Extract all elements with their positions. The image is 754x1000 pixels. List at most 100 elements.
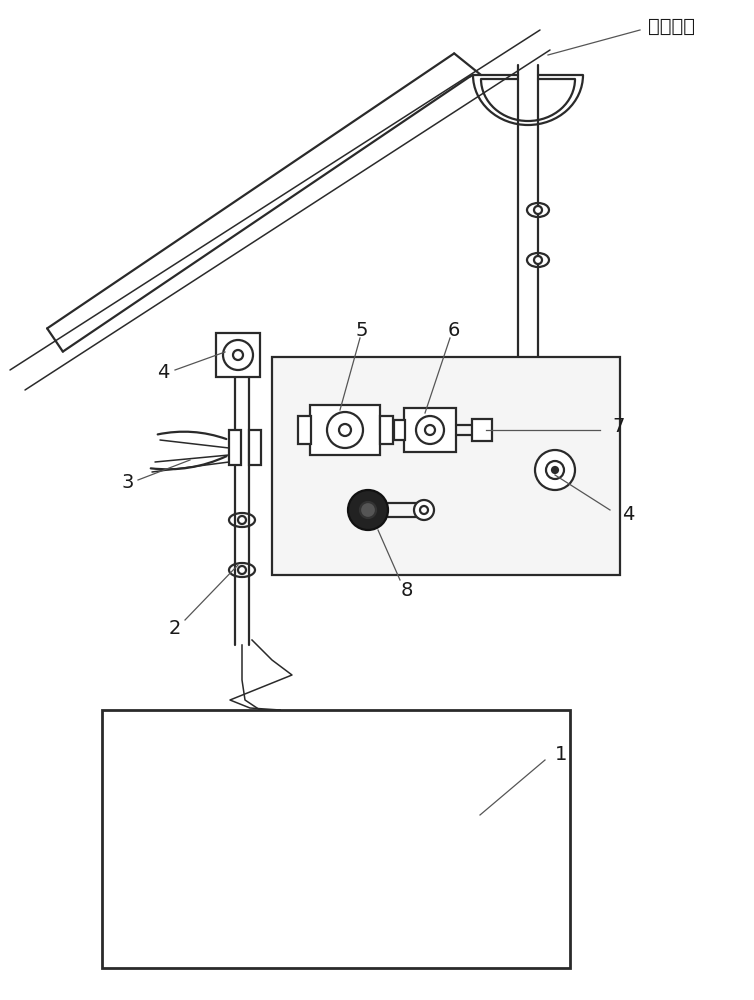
Circle shape bbox=[274, 886, 280, 892]
Text: 8: 8 bbox=[401, 580, 413, 599]
Text: 6: 6 bbox=[448, 320, 460, 340]
Circle shape bbox=[182, 886, 188, 892]
Circle shape bbox=[458, 886, 464, 892]
Circle shape bbox=[504, 772, 510, 776]
Bar bbox=[229, 430, 241, 465]
Circle shape bbox=[390, 726, 394, 730]
Circle shape bbox=[320, 863, 326, 868]
Text: 3: 3 bbox=[122, 474, 134, 492]
Circle shape bbox=[425, 425, 435, 435]
Circle shape bbox=[528, 794, 532, 800]
Circle shape bbox=[228, 886, 234, 892]
Circle shape bbox=[458, 748, 464, 754]
Circle shape bbox=[228, 910, 234, 914]
Bar bbox=[394, 420, 405, 440]
Circle shape bbox=[274, 794, 280, 800]
Circle shape bbox=[298, 932, 302, 938]
Circle shape bbox=[482, 794, 486, 800]
Circle shape bbox=[182, 863, 188, 868]
Circle shape bbox=[482, 726, 486, 730]
Circle shape bbox=[458, 932, 464, 938]
Circle shape bbox=[528, 910, 532, 914]
Circle shape bbox=[390, 748, 394, 754]
Circle shape bbox=[366, 748, 372, 754]
Circle shape bbox=[136, 910, 142, 914]
Circle shape bbox=[344, 748, 348, 754]
Circle shape bbox=[206, 910, 210, 914]
Circle shape bbox=[458, 794, 464, 800]
Circle shape bbox=[344, 886, 348, 892]
Circle shape bbox=[228, 863, 234, 868]
Circle shape bbox=[528, 818, 532, 822]
Circle shape bbox=[298, 726, 302, 730]
Circle shape bbox=[436, 748, 440, 754]
Circle shape bbox=[436, 840, 440, 846]
Circle shape bbox=[412, 863, 418, 868]
Circle shape bbox=[528, 840, 532, 846]
Circle shape bbox=[274, 818, 280, 822]
Circle shape bbox=[436, 772, 440, 776]
Circle shape bbox=[160, 726, 164, 730]
Circle shape bbox=[534, 206, 542, 214]
Circle shape bbox=[528, 886, 532, 892]
Circle shape bbox=[206, 794, 210, 800]
Circle shape bbox=[344, 772, 348, 776]
Circle shape bbox=[344, 932, 348, 938]
Circle shape bbox=[206, 932, 210, 938]
Bar bbox=[472, 419, 492, 441]
Circle shape bbox=[344, 794, 348, 800]
Circle shape bbox=[504, 726, 510, 730]
Circle shape bbox=[298, 863, 302, 868]
Circle shape bbox=[366, 886, 372, 892]
Circle shape bbox=[114, 910, 118, 914]
Circle shape bbox=[252, 818, 256, 822]
Circle shape bbox=[436, 910, 440, 914]
Circle shape bbox=[206, 772, 210, 776]
Circle shape bbox=[136, 748, 142, 754]
Circle shape bbox=[298, 748, 302, 754]
Circle shape bbox=[366, 772, 372, 776]
Circle shape bbox=[458, 840, 464, 846]
Circle shape bbox=[238, 566, 246, 574]
Circle shape bbox=[252, 748, 256, 754]
Circle shape bbox=[274, 840, 280, 846]
Circle shape bbox=[366, 910, 372, 914]
Circle shape bbox=[504, 910, 510, 914]
Circle shape bbox=[412, 840, 418, 846]
Circle shape bbox=[252, 794, 256, 800]
Circle shape bbox=[136, 772, 142, 776]
Circle shape bbox=[320, 748, 326, 754]
Circle shape bbox=[136, 726, 142, 730]
Circle shape bbox=[206, 748, 210, 754]
Circle shape bbox=[344, 910, 348, 914]
Bar bbox=[102, 710, 570, 968]
Circle shape bbox=[160, 863, 164, 868]
Circle shape bbox=[482, 863, 486, 868]
Circle shape bbox=[482, 840, 486, 846]
Circle shape bbox=[482, 932, 486, 938]
Text: 7: 7 bbox=[612, 418, 624, 436]
Circle shape bbox=[504, 863, 510, 868]
Circle shape bbox=[182, 840, 188, 846]
Circle shape bbox=[390, 818, 394, 822]
Circle shape bbox=[182, 910, 188, 914]
Circle shape bbox=[412, 932, 418, 938]
Circle shape bbox=[206, 886, 210, 892]
Circle shape bbox=[160, 748, 164, 754]
Circle shape bbox=[344, 840, 348, 846]
Circle shape bbox=[390, 910, 394, 914]
Circle shape bbox=[366, 794, 372, 800]
Circle shape bbox=[136, 863, 142, 868]
Circle shape bbox=[458, 910, 464, 914]
Circle shape bbox=[206, 726, 210, 730]
Circle shape bbox=[182, 818, 188, 822]
Circle shape bbox=[298, 772, 302, 776]
Circle shape bbox=[504, 794, 510, 800]
Circle shape bbox=[482, 772, 486, 776]
Circle shape bbox=[436, 794, 440, 800]
Circle shape bbox=[366, 840, 372, 846]
Circle shape bbox=[436, 863, 440, 868]
Circle shape bbox=[136, 932, 142, 938]
Circle shape bbox=[160, 794, 164, 800]
Circle shape bbox=[390, 886, 394, 892]
